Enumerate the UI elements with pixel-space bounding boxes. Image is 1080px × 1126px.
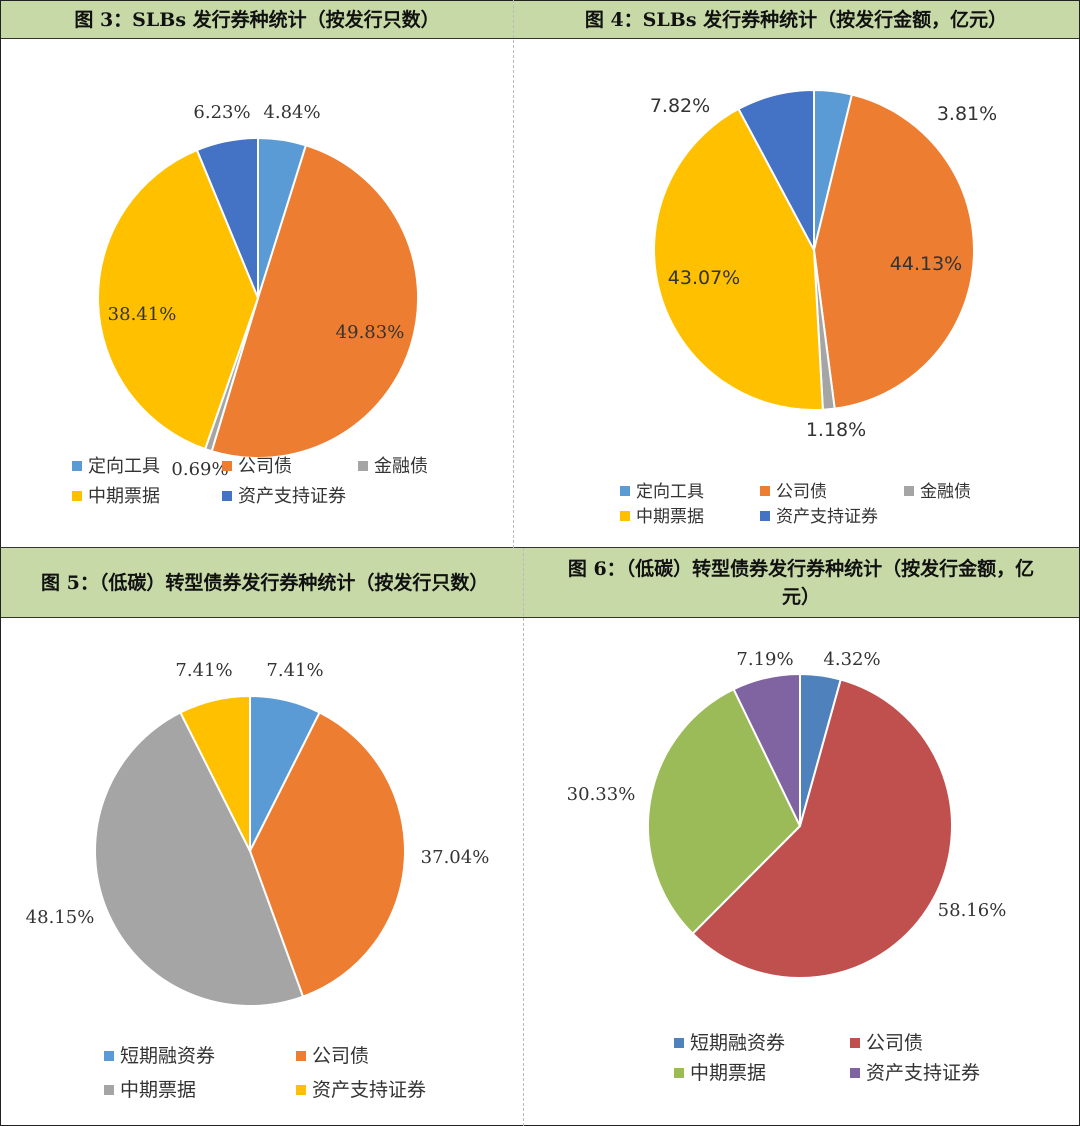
data-label-1: 3.81% xyxy=(937,103,997,125)
legend-swatch-2 xyxy=(850,1038,860,1048)
pie-slice-2 xyxy=(691,678,953,979)
legend-swatch-4 xyxy=(72,491,82,501)
pie-slice-4 xyxy=(732,672,801,827)
legend-swatch-3 xyxy=(104,1085,114,1095)
pie-chart-figure-4: 3.81% 44.13% 1.18% 43.07% 7.82% 定向工具 公司债 金融债中期票… xyxy=(620,88,997,527)
bottom-column-divider xyxy=(523,548,524,1126)
legend-swatch-4 xyxy=(850,1068,860,1078)
legend-label-3: 金融债 xyxy=(920,482,971,502)
data-label-4: 7.41% xyxy=(175,660,232,681)
data-label-2: 58.16% xyxy=(938,900,1007,921)
data-label-2: 44.13% xyxy=(890,253,962,275)
legend-swatch-3 xyxy=(674,1068,684,1078)
data-label-4: 38.41% xyxy=(108,304,177,325)
row-divider xyxy=(0,547,1080,548)
data-label-2: 49.83% xyxy=(336,322,405,343)
legend-label-2: 公司债 xyxy=(866,1032,923,1054)
pie-slice-5 xyxy=(195,136,259,299)
pie-slice-3 xyxy=(94,711,305,1007)
legend-label-5: 资产支持证券 xyxy=(776,507,878,527)
pie-slice-4 xyxy=(653,107,824,411)
data-label-4: 43.07% xyxy=(668,267,740,289)
legend-label-1: 短期融资券 xyxy=(120,1045,215,1067)
pie-slice-5 xyxy=(737,88,815,251)
legend-label-2: 公司债 xyxy=(238,456,292,477)
legend-swatch-2 xyxy=(296,1051,306,1061)
data-label-5: 6.23% xyxy=(193,102,250,123)
legend-swatch-2 xyxy=(760,486,770,496)
legend-swatch-5 xyxy=(222,491,232,501)
legend-label-4: 资产支持证券 xyxy=(312,1079,426,1101)
data-label-3: 1.18% xyxy=(806,419,866,441)
legend-swatch-5 xyxy=(760,511,770,521)
legend-label-1: 定向工具 xyxy=(88,456,160,477)
legend-label-4: 中期票据 xyxy=(636,507,704,527)
legend-label-1: 定向工具 xyxy=(636,482,704,502)
figure-6-title: 图 6：（低碳）转型债券发行券种统计（按发行金额，亿元） xyxy=(523,548,1079,618)
legend-swatch-4 xyxy=(296,1085,306,1095)
legend-swatch-1 xyxy=(620,486,630,496)
top-column-divider xyxy=(513,0,514,548)
data-label-1: 4.84% xyxy=(263,102,320,123)
legend-swatch-4 xyxy=(620,511,630,521)
legend-swatch-1 xyxy=(674,1038,684,1048)
pie-slice-4 xyxy=(97,148,260,451)
legend-label-4: 资产支持证券 xyxy=(866,1062,980,1084)
data-label-3: 30.33% xyxy=(567,784,636,805)
data-label-3: 0.69% xyxy=(171,459,228,480)
data-label-3: 48.15% xyxy=(26,907,95,928)
legend-swatch-1 xyxy=(72,461,82,471)
legend-label-2: 公司债 xyxy=(312,1045,369,1067)
figure-5-title: 图 5：（低碳）转型债券发行券种统计（按发行只数） xyxy=(1,548,523,618)
legend-label-3: 中期票据 xyxy=(690,1062,766,1084)
pie-slice-2 xyxy=(248,711,406,998)
pie-slice-2 xyxy=(812,93,975,410)
legend-swatch-3 xyxy=(904,486,914,496)
pie-chart-figure-3: 4.84% 49.83% 0.69% 38.41% 6.23% 定向工具 公司债 金融债中期票… xyxy=(72,102,428,507)
figure-3-title: 图 3：SLBs 发行券种统计（按发行只数） xyxy=(1,1,513,39)
data-label-1: 4.32% xyxy=(823,649,880,670)
legend-label-5: 资产支持证券 xyxy=(238,486,346,507)
legend-label-1: 短期融资券 xyxy=(690,1032,785,1054)
figure-4-title: 图 4：SLBs 发行券种统计（按发行金额，亿元） xyxy=(513,1,1079,39)
data-label-5: 7.82% xyxy=(650,95,710,117)
data-label-1: 7.41% xyxy=(266,660,323,681)
legend-label-3: 中期票据 xyxy=(120,1079,196,1101)
legend-label-4: 中期票据 xyxy=(88,486,160,507)
legend-swatch-2 xyxy=(222,461,232,471)
data-label-2: 37.04% xyxy=(421,847,490,868)
pie-slice-2 xyxy=(210,144,420,459)
legend-swatch-3 xyxy=(358,461,368,471)
legend-label-2: 公司债 xyxy=(776,482,827,502)
data-label-4: 7.19% xyxy=(736,649,793,670)
legend-label-3: 金融债 xyxy=(374,456,428,477)
legend-swatch-1 xyxy=(104,1051,114,1061)
pie-slice-3 xyxy=(646,687,802,936)
pie-slice-4 xyxy=(179,694,251,852)
